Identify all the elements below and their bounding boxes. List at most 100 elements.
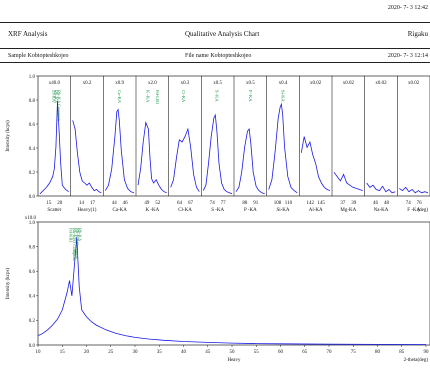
x-tick-label: 80 — [375, 350, 381, 355]
divider — [0, 22, 430, 23]
x-tick-label: 35 — [157, 350, 163, 355]
segment-scale: x0.3 — [181, 81, 190, 86]
divider — [0, 48, 430, 49]
x-tick-label: 74 — [210, 201, 216, 206]
x-tick-label: 39 — [351, 201, 357, 206]
x-tick-label: 25 — [108, 350, 114, 355]
left-title: XRF Analysis — [8, 30, 48, 38]
segment-scale: x0.02 — [375, 81, 387, 86]
spectrum-line — [366, 182, 396, 194]
segment-label: Al-KA — [309, 208, 323, 213]
segment-label: S -KA — [211, 208, 224, 213]
y-tick-label: 0.0 — [29, 195, 36, 200]
segment-label: P -KA — [244, 208, 257, 213]
x-tick-label: 10 — [36, 350, 42, 355]
x-tick-label: 45 — [205, 350, 211, 355]
x-tick-label: 14 — [79, 201, 85, 206]
peak-annotation: Cl-KA — [181, 90, 186, 103]
sample-name: Sample Kobiopteshkojeo — [8, 53, 69, 59]
segment-scale: x0.02 — [343, 81, 355, 86]
y-axis-label: Intensity (kcps) — [6, 120, 11, 152]
segment-label: Cl-KA — [178, 208, 192, 213]
segment-label: Si-KA — [276, 208, 289, 213]
spectrum-line — [170, 127, 200, 192]
segment-scale: x0.5 — [246, 81, 255, 86]
y-tick-label: 1.0 — [29, 75, 36, 80]
spectrum-line — [39, 100, 69, 195]
x-tick-label: 20 — [57, 201, 63, 206]
x-unit-label-bottom: 2-theta(deg) — [404, 358, 429, 363]
y-tick-label: 0.4 — [29, 295, 36, 300]
x-tick-label: 91 — [253, 201, 259, 206]
x-tick-label: 142 — [306, 201, 314, 206]
peak-annotation: P -KA — [248, 90, 253, 102]
y-tick-label: 0.8 — [29, 99, 36, 104]
spectrum-line — [104, 108, 135, 194]
x-tick-label: 85 — [399, 350, 405, 355]
x-tick-label: 74 — [406, 201, 412, 206]
y-tick-label: 0.8 — [29, 245, 36, 250]
segment-scale: x0.9 — [115, 81, 124, 86]
x-axis-label-bottom: Heavy — [227, 358, 241, 363]
divider — [0, 62, 430, 63]
peak-annotation: Pd-KB1 — [69, 228, 74, 243]
segment-label: Ca-KA — [112, 208, 127, 213]
peak-annotation: Rh-KA Compton — [57, 90, 62, 122]
x-tick-label: 145 — [317, 201, 325, 206]
y-tick-label: 0.2 — [29, 171, 36, 176]
spectrum-line — [300, 136, 331, 191]
spectrum-line — [72, 120, 102, 194]
x-tick-label: 65 — [302, 350, 308, 355]
x-tick-label: 70 — [327, 350, 333, 355]
x-tick-label: 108 — [274, 201, 282, 206]
x-tick-label: 15 — [46, 201, 52, 206]
x-tick-label: 90 — [424, 350, 430, 355]
x-unit-label: (deg) — [417, 208, 428, 213]
peak-annotation: Zr-KA — [52, 90, 57, 103]
spectrum-line-bottom — [37, 237, 427, 345]
segment-label: Na-KA — [374, 208, 389, 213]
segment-label: Mg-KA — [340, 208, 356, 213]
spectrum-line — [202, 113, 233, 195]
x-tick-label: 17 — [90, 201, 96, 206]
x-tick-label: 110 — [285, 201, 293, 206]
segment-scale: x0.02 — [408, 81, 420, 86]
scale-label: x10.0 — [25, 216, 37, 221]
segment-scale: x40.0 — [49, 81, 61, 86]
x-tick-label: 46 — [373, 201, 379, 206]
header-date: 2020- 7- 3 12:42 — [387, 5, 428, 11]
peak-annotation: Rh-KA — [54, 90, 59, 104]
spectrum-line — [235, 127, 265, 195]
segment-scale: x2.0 — [148, 81, 157, 86]
peak-annotation: K -KA — [145, 90, 150, 103]
x-tick-label: 67 — [188, 201, 194, 206]
peak-annotation: S -KA — [214, 90, 219, 102]
x-tick-label: 76 — [417, 201, 423, 206]
x-tick-label: 37 — [340, 201, 346, 206]
center-title: Qualitative Analysis Chart — [185, 30, 260, 38]
y-tick-label: 0.0 — [29, 344, 36, 349]
segment-label: Scatter — [47, 208, 61, 213]
spectrum-line — [137, 121, 167, 194]
x-tick-label: 49 — [144, 201, 150, 206]
y-tick-label: 1.0 — [29, 221, 36, 226]
y-axis-label-bottom: Intensity (kcps) — [6, 268, 11, 300]
x-tick-label: 44 — [112, 201, 118, 206]
peak-annotation: Ca-KA — [117, 90, 122, 104]
peak-annotation: Rh-KB1 Compton — [72, 228, 77, 262]
y-tick-label: 0.4 — [29, 147, 36, 152]
segment-scale: x0.5 — [213, 81, 222, 86]
peak-annotation: Rh-KA Compton — [75, 228, 80, 260]
segment-label: Heavy(1) — [78, 208, 97, 213]
spectrum-line — [333, 171, 363, 191]
x-tick-label: 48 — [384, 201, 390, 206]
y-tick-label: 0.2 — [29, 319, 36, 324]
right-title: Rigaku — [407, 30, 428, 38]
measure-date: 2020- 7- 3 12:14 — [387, 53, 428, 59]
file-name: File name Kobiopteshkojeo — [185, 53, 252, 59]
y-tick-label: 0.6 — [29, 270, 36, 275]
x-tick-label: 55 — [254, 350, 260, 355]
peak-annotation: Rh-KA — [77, 228, 82, 242]
x-tick-label: 30 — [133, 350, 139, 355]
